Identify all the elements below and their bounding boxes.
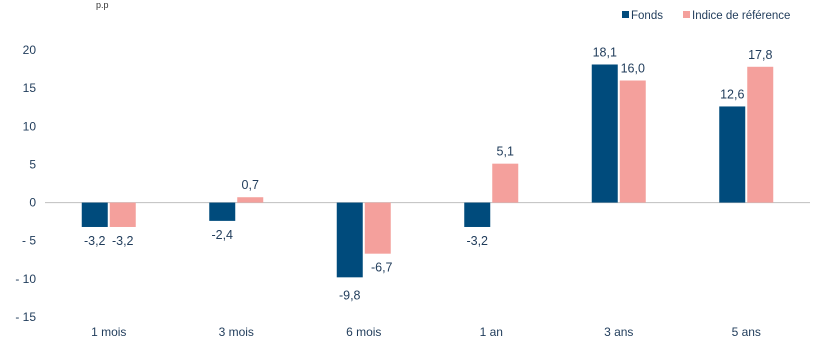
data-label: 18,1 — [593, 45, 617, 59]
y-tick-label: 20 — [23, 43, 37, 57]
y-tick-label: 15 — [23, 81, 37, 95]
data-label: -9,8 — [339, 288, 361, 302]
bar-indice-5 — [747, 66, 774, 203]
bar-fonds-1 — [209, 202, 236, 221]
bar-fonds-4 — [591, 64, 618, 203]
bar-fonds-3 — [464, 202, 491, 227]
x-category-label: 3 mois — [219, 325, 254, 339]
y-tick-label: 5 — [29, 157, 36, 171]
data-label: 16,0 — [621, 62, 645, 76]
legend-swatch-indice — [683, 11, 690, 18]
data-label: 0,7 — [242, 178, 259, 192]
x-category-label: 3 ans — [604, 325, 633, 339]
data-label: -3,2 — [84, 234, 106, 248]
y-tick-label: - 5 — [22, 234, 36, 248]
bar-indice-4 — [619, 80, 646, 203]
y-tick-label: 10 — [23, 119, 37, 133]
bar-fonds-5 — [719, 106, 746, 203]
y-tick-label: 0 — [29, 196, 36, 210]
legend-swatch-fonds — [622, 11, 629, 18]
x-axis-categories: 1 mois 3 mois 6 mois 1 an 3 ans 5 ans — [91, 325, 761, 339]
data-label: -3,2 — [466, 234, 488, 248]
data-label: -2,4 — [211, 228, 233, 242]
bar-indice-3 — [492, 163, 519, 203]
bar-indice-1 — [237, 197, 264, 203]
x-category-label: 1 an — [480, 325, 503, 339]
data-label: 5,1 — [497, 145, 514, 159]
bars-group — [81, 64, 774, 278]
chart-legend: Fonds Indice de référence — [622, 10, 790, 22]
data-label: 17,8 — [748, 48, 772, 62]
legend-label: Fonds — [631, 10, 663, 22]
data-labels-group: -3,2 -3,2 -2,4 0,7 -9,8 -6,7 -3,2 5,1 18,1 16,0 12… — [84, 45, 772, 302]
x-category-label: 6 mois — [346, 325, 381, 339]
legend-label: Indice de référence — [692, 10, 790, 22]
y-tick-label: - 10 — [15, 272, 36, 286]
bar-fonds-0 — [81, 202, 108, 227]
bar-indice-0 — [109, 202, 136, 227]
y-axis-ticks: 20 15 10 5 0 - 5 - 10 - 15 — [15, 43, 36, 324]
x-category-label: 5 ans — [732, 325, 761, 339]
bar-indice-2 — [364, 202, 391, 254]
x-category-label: 1 mois — [91, 325, 126, 339]
data-label: -6,7 — [371, 261, 393, 275]
data-label: -3,2 — [112, 234, 134, 248]
bar-fonds-2 — [336, 202, 363, 278]
clipped-header-text: p.p — [96, 0, 109, 10]
data-label: 12,6 — [720, 87, 744, 101]
y-tick-label: - 15 — [15, 310, 36, 324]
